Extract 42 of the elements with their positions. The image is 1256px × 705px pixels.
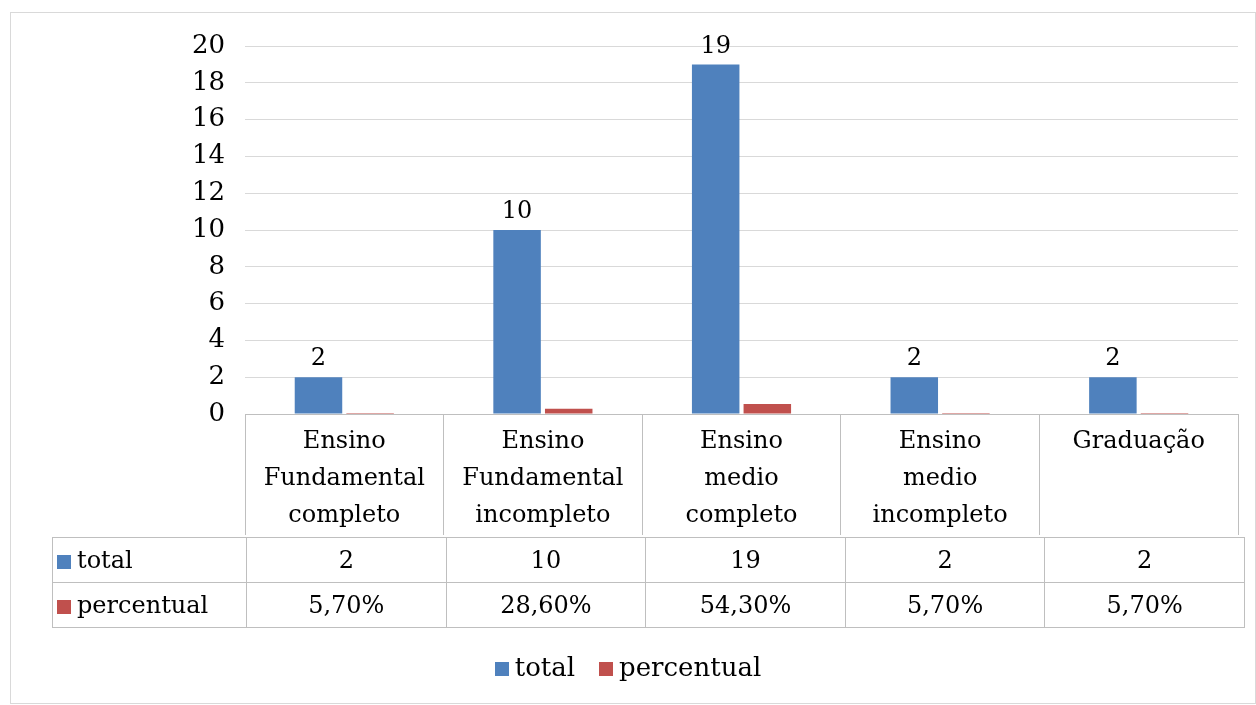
y-tick-label: 18 (191, 65, 225, 96)
y-tick-label: 4 (208, 323, 225, 354)
y-tick-label: 0 (208, 396, 225, 427)
annotation: 10 (501, 196, 533, 225)
data-label: 19 (645, 537, 846, 583)
bar (294, 377, 343, 414)
bar (743, 404, 792, 414)
text: percentual (619, 652, 762, 682)
y-tick-label: 20 (191, 28, 225, 59)
data-label: 2 (1044, 537, 1245, 583)
data-label: 5,70% (845, 582, 1045, 628)
legend-label: percentual (52, 582, 247, 628)
legend-label: total (52, 537, 247, 583)
x-tick-label: Ensino Fundamental completo (263, 425, 425, 529)
data-label: 54,30% (645, 582, 846, 628)
data-label: 5,70% (1044, 582, 1245, 628)
y-tick-label: 14 (191, 139, 225, 170)
data-label: 5,70% (246, 582, 447, 628)
annotation: 2 (906, 343, 922, 372)
bar (890, 377, 939, 414)
y-tick-label: 6 (208, 286, 225, 317)
x-tick-label: Ensino Fundamental incompleto (462, 425, 624, 529)
x-tick-label: Ensino medio completo (685, 425, 798, 529)
bar (691, 64, 740, 414)
bar (1089, 377, 1137, 414)
data-label: 10 (446, 537, 646, 583)
y-tick-label: 8 (208, 249, 225, 280)
annotation: 2 (310, 343, 327, 372)
y-tick-label: 10 (191, 212, 225, 243)
bar (544, 408, 593, 414)
bar (493, 230, 541, 414)
annotation: 19 (700, 30, 731, 59)
x-tick-label: Graduação (1072, 425, 1205, 454)
y-tick-label: 2 (208, 359, 225, 390)
data-label: 2 (246, 537, 447, 583)
text: total (514, 652, 576, 682)
data-label: 28,60% (446, 582, 646, 628)
annotation: 2 (1105, 343, 1121, 372)
y-tick-label: 12 (191, 175, 225, 206)
data-label: 2 (845, 537, 1045, 583)
x-tick-label: Ensino medio incompleto (872, 425, 1008, 529)
y-tick-label: 16 (191, 102, 225, 133)
